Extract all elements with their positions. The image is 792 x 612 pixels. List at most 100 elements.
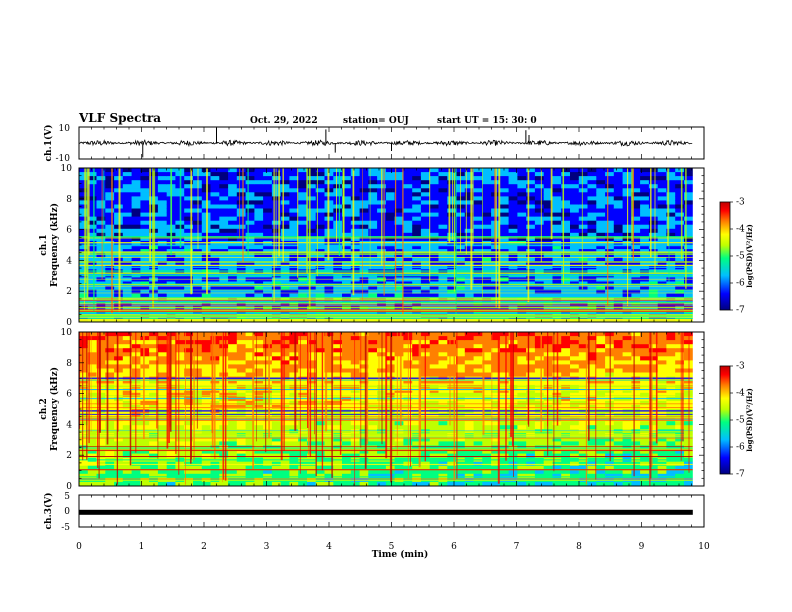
spectrogram-cell bbox=[122, 196, 132, 201]
spectrogram-cell bbox=[684, 184, 694, 189]
spectrogram-cell bbox=[140, 465, 150, 471]
spectrogram-cell bbox=[263, 168, 273, 173]
spectrogram-cell bbox=[464, 425, 474, 430]
spectrogram-cell bbox=[307, 245, 317, 250]
spectrogram-cell bbox=[570, 216, 580, 222]
spectrogram-cell bbox=[499, 200, 510, 205]
spectrogram-cell bbox=[131, 184, 141, 189]
spectrogram-cell bbox=[184, 336, 194, 341]
spectrogram-cell bbox=[315, 332, 325, 337]
spectrogram-cell bbox=[473, 208, 483, 213]
spectrogram-cell bbox=[157, 172, 168, 177]
spectrogram-cell bbox=[412, 253, 422, 258]
spectrogram-cell bbox=[140, 336, 150, 341]
spectrogram-cell bbox=[105, 289, 115, 295]
spectrogram-cell bbox=[289, 212, 299, 218]
spectrogram-cell bbox=[184, 332, 194, 337]
spectrogram-cell bbox=[315, 453, 325, 459]
spectrogram-cell bbox=[254, 261, 264, 266]
spectrogram-cell bbox=[333, 261, 343, 266]
spectrogram-cell bbox=[289, 465, 299, 471]
spectrogram-cell bbox=[333, 208, 343, 213]
spectrogram-cell bbox=[210, 212, 220, 218]
spectrogram-cell bbox=[307, 277, 317, 282]
spectrogram-cell bbox=[526, 253, 536, 258]
spectrogram-cell bbox=[429, 453, 439, 459]
spectrogram-cell bbox=[508, 172, 518, 177]
spectrogram-cell bbox=[184, 348, 194, 353]
spectrogram-cell bbox=[333, 356, 343, 361]
spectrogram-cell bbox=[96, 388, 106, 394]
spectrogram-cell bbox=[140, 400, 150, 406]
spectrogram-cell bbox=[578, 168, 588, 173]
spectrogram-cell bbox=[482, 421, 492, 426]
frequency-ticklabel: 6 bbox=[66, 226, 72, 236]
spectrogram-cell bbox=[438, 368, 448, 373]
spectrogram-cell bbox=[87, 433, 97, 438]
spectrogram-cell bbox=[315, 336, 325, 341]
spectrogram-cell bbox=[648, 224, 659, 230]
spectrogram-cell bbox=[307, 413, 317, 418]
spectrogram-cell bbox=[315, 301, 325, 307]
spectrogram-cell bbox=[228, 400, 238, 406]
spectrogram-cell bbox=[254, 180, 264, 185]
spectrogram-cell bbox=[517, 340, 527, 345]
spectrogram-cell bbox=[526, 245, 536, 250]
spectrogram-cell bbox=[508, 257, 518, 262]
spectrogram-cell bbox=[499, 216, 510, 222]
spectrogram-cell bbox=[228, 368, 238, 373]
spectrogram-cell bbox=[613, 289, 623, 295]
spectrogram-cell bbox=[315, 469, 325, 475]
spectrogram-cell bbox=[219, 200, 229, 205]
spectrogram-cell bbox=[394, 352, 404, 357]
spectrogram-cell bbox=[675, 261, 685, 266]
spectrogram-cell bbox=[464, 168, 474, 173]
spectrogram-cell bbox=[482, 433, 492, 438]
spectrogram-cell bbox=[359, 285, 369, 290]
spectrogram-cell bbox=[245, 340, 255, 345]
spectrogram-cell bbox=[333, 172, 343, 177]
spectrogram-cell bbox=[543, 261, 553, 266]
spectrogram-cell bbox=[149, 380, 159, 386]
spectrogram-cell bbox=[96, 348, 106, 353]
spectrogram-cell bbox=[114, 380, 124, 386]
spectrogram-cell bbox=[438, 473, 448, 479]
spectrogram-cell bbox=[578, 200, 588, 205]
spectrogram-cell bbox=[666, 168, 676, 173]
spectrogram-cell bbox=[228, 473, 238, 479]
spectrogram-cell bbox=[87, 473, 97, 479]
spectrogram-cell bbox=[236, 285, 246, 290]
spectrogram-cell bbox=[412, 277, 422, 282]
spectrogram-cell bbox=[236, 220, 246, 226]
spectrogram-cell bbox=[570, 208, 580, 213]
spectrogram-cell bbox=[315, 176, 325, 181]
spectrogram-cell bbox=[552, 180, 562, 185]
spectrogram-cell bbox=[87, 364, 97, 369]
spectrogram-cell bbox=[87, 245, 97, 250]
spectrogram-cell bbox=[570, 176, 580, 181]
spectrogram-cell bbox=[464, 200, 474, 205]
spectrogram-cell bbox=[447, 352, 457, 357]
spectrogram-cell bbox=[482, 184, 492, 189]
spectrogram-cell bbox=[79, 172, 89, 177]
spectrogram-cell bbox=[307, 196, 317, 201]
spectrogram-cell bbox=[394, 232, 404, 238]
spectrogram-cell bbox=[359, 188, 369, 193]
spectrogram-cell bbox=[87, 220, 97, 226]
spectrogram-cell bbox=[570, 253, 580, 258]
spectrogram-cell bbox=[79, 188, 89, 193]
spectrogram-cell bbox=[140, 473, 150, 479]
spectrogram-cell bbox=[464, 228, 474, 234]
spectrogram-cell bbox=[350, 224, 360, 230]
spectrogram-cell bbox=[228, 388, 238, 394]
spectrogram-cell bbox=[140, 368, 150, 373]
spectrogram-cell bbox=[131, 236, 141, 242]
spectrogram-cell bbox=[578, 212, 588, 218]
spectrogram-cell bbox=[210, 188, 220, 193]
spectrogram-cell bbox=[385, 204, 396, 209]
spectrogram-cell bbox=[403, 172, 413, 177]
spectrogram-cell bbox=[245, 168, 255, 173]
spectrogram-cell bbox=[648, 245, 659, 250]
spectrogram-cell bbox=[324, 360, 334, 365]
spectrogram-cell bbox=[263, 368, 273, 373]
